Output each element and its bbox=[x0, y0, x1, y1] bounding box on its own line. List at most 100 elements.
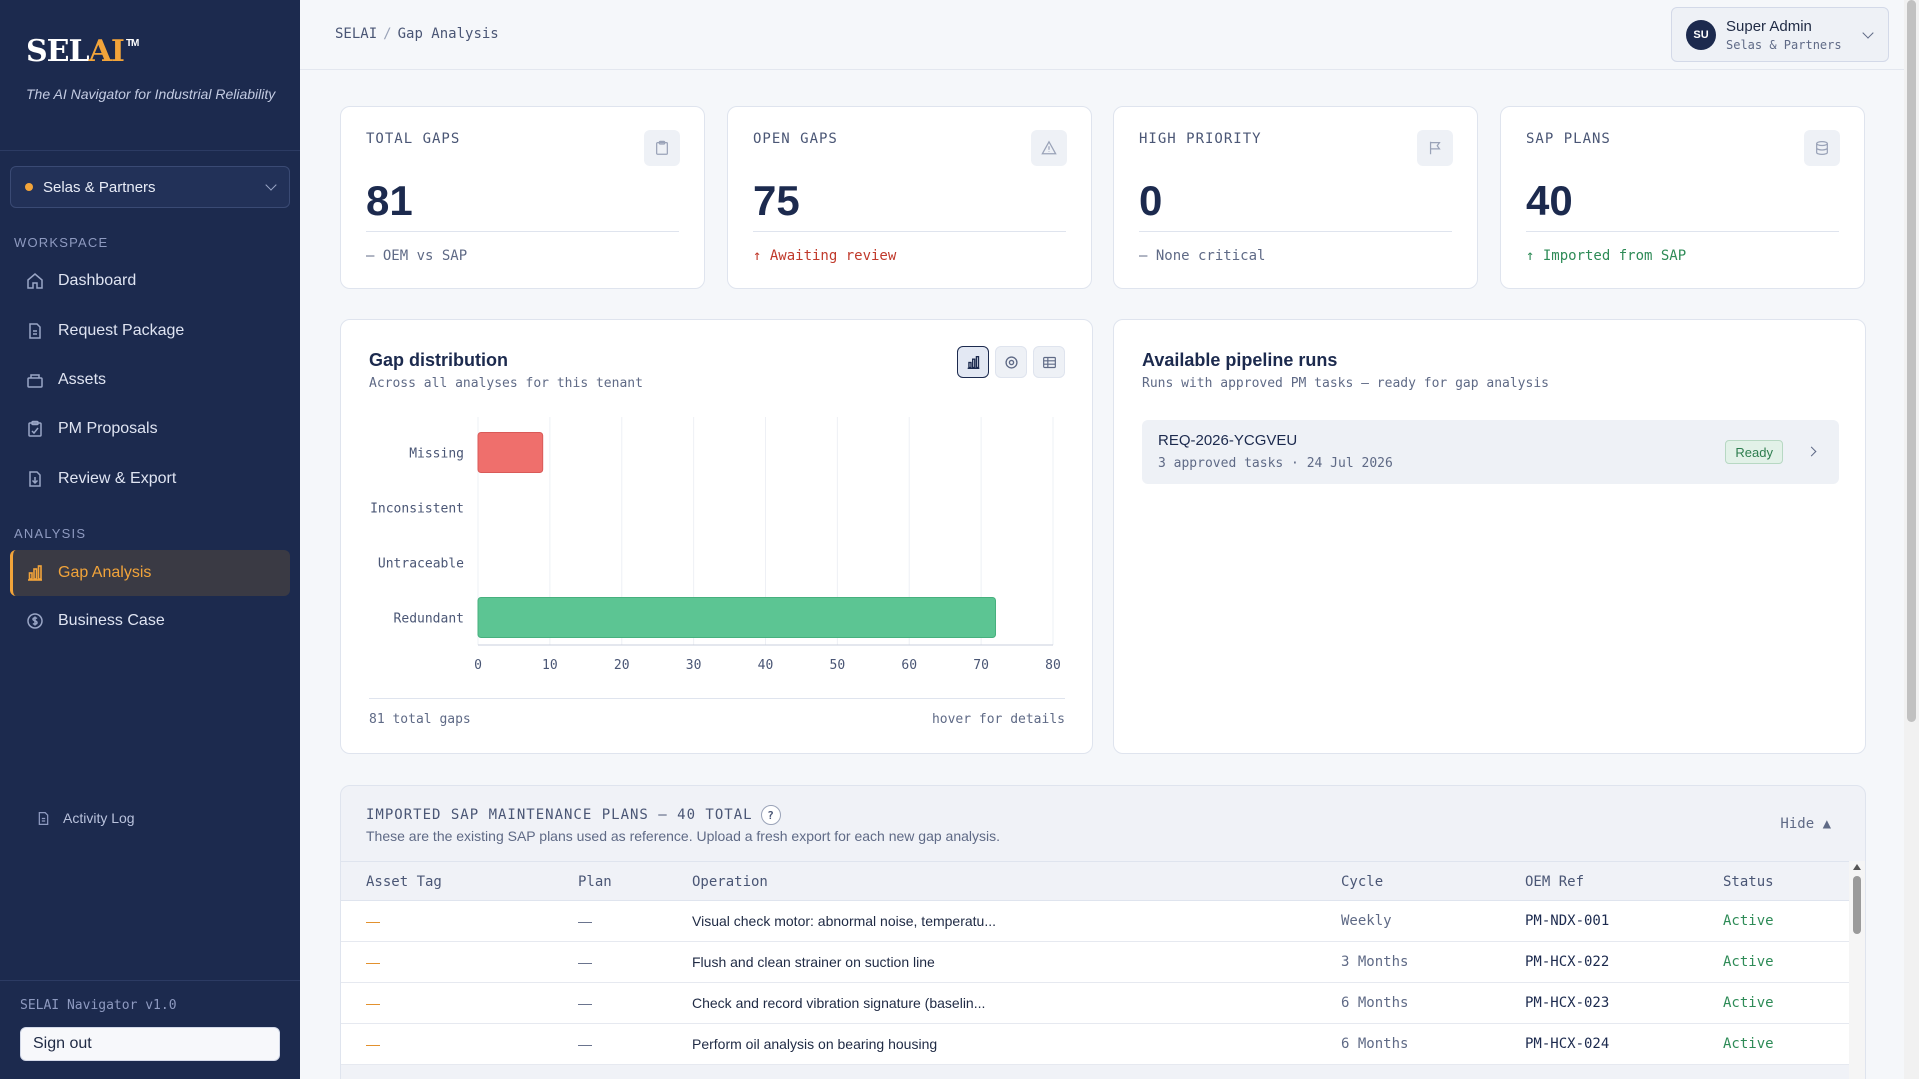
table-scrollbar[interactable] bbox=[1849, 861, 1865, 1079]
chevron-down-icon bbox=[265, 179, 277, 191]
sidebar-item-dashboard[interactable]: Dashboard bbox=[10, 258, 290, 304]
stat-subtext: — OEM vs SAP bbox=[366, 248, 468, 264]
table-row[interactable]: — — Visual check motor: abnormal noise, … bbox=[341, 901, 1851, 942]
sign-out-button[interactable]: Sign out bbox=[20, 1027, 280, 1061]
breadcrumb-separator: / bbox=[383, 26, 392, 42]
flag-icon bbox=[1417, 130, 1453, 166]
database-icon bbox=[1804, 130, 1840, 166]
x-tick-label: 30 bbox=[686, 658, 702, 673]
breadcrumb-current: Gap Analysis bbox=[397, 26, 499, 42]
cell-status: Active bbox=[1723, 1036, 1774, 1052]
user-name: Super Admin bbox=[1726, 17, 1812, 35]
cell-asset-tag: — bbox=[366, 954, 380, 970]
workspace-section-label: WORKSPACE bbox=[14, 235, 109, 250]
sidebar-item-label: Gap Analysis bbox=[58, 564, 152, 581]
sidebar-divider bbox=[0, 150, 300, 151]
table-scroll-thumb[interactable] bbox=[1853, 876, 1861, 934]
status-badge: Ready bbox=[1725, 440, 1783, 464]
sidebar-item-review-export[interactable]: Review & Export bbox=[10, 456, 290, 502]
avatar: SU bbox=[1686, 19, 1716, 50]
bar-chart-icon bbox=[26, 564, 44, 582]
cell-operation: Visual check motor: abnormal noise, temp… bbox=[692, 913, 997, 929]
hide-toggle-button[interactable]: Hide ▲ bbox=[1780, 816, 1831, 832]
sidebar-item-assets[interactable]: Assets bbox=[10, 357, 290, 403]
card-subtitle: Across all analyses for this tenant bbox=[369, 376, 643, 391]
x-tick-label: 10 bbox=[542, 658, 558, 673]
stat-divider bbox=[753, 231, 1066, 232]
pipeline-run-row[interactable]: REQ-2026-YCGVEU 3 approved tasks · 24 Ju… bbox=[1142, 420, 1839, 484]
run-meta: 3 approved tasks · 24 Jul 2026 bbox=[1158, 456, 1393, 471]
stat-label: SAP PLANS bbox=[1526, 131, 1611, 147]
sidebar-item-business-case[interactable]: Business Case bbox=[10, 598, 290, 644]
stat-subtext: ↑ Awaiting review bbox=[753, 248, 897, 264]
stat-value: 40 bbox=[1526, 177, 1573, 224]
dollar-icon bbox=[26, 612, 44, 630]
sidebar-item-label: Dashboard bbox=[58, 272, 137, 289]
stat-card-open-gaps: OPEN GAPS 75 ↑ Awaiting review bbox=[727, 106, 1092, 289]
user-menu[interactable]: SU Super Admin Selas & Partners bbox=[1671, 7, 1889, 62]
stat-card-sap-plans: SAP PLANS 40 ↑ Imported from SAP bbox=[1500, 106, 1865, 289]
cell-cycle: Weekly bbox=[1341, 913, 1392, 929]
chevron-right-icon bbox=[1806, 446, 1817, 457]
cell-cycle: 6 Months bbox=[1341, 995, 1409, 1011]
sap-plans-subtitle: These are the existing SAP plans used as… bbox=[366, 828, 1000, 844]
cell-oem-ref: PM-HCX-024 bbox=[1525, 1036, 1610, 1052]
brand-logo[interactable]: SELAI TM bbox=[26, 34, 139, 69]
bar-redundant bbox=[477, 597, 996, 638]
column-header-oem-ref[interactable]: OEM Ref bbox=[1525, 874, 1585, 890]
sidebar-item-gap-analysis[interactable]: Gap Analysis bbox=[10, 550, 290, 596]
bar-view-button[interactable] bbox=[957, 346, 989, 378]
stat-subtext: ↑ Imported from SAP bbox=[1526, 248, 1687, 264]
analysis-section-label: ANALYSIS bbox=[14, 526, 87, 541]
x-tick-label: 50 bbox=[830, 658, 846, 673]
bar-missing bbox=[477, 432, 544, 473]
stat-card-high-priority: HIGH PRIORITY 0 — None critical bbox=[1113, 106, 1478, 289]
table-header: Asset Tag Plan Operation Cycle OEM Ref S… bbox=[341, 861, 1851, 901]
sidebar: SELAI TM The AI Navigator for Industrial … bbox=[0, 0, 300, 1079]
x-tick-label: 0 bbox=[474, 658, 482, 673]
cell-asset-tag: — bbox=[366, 913, 380, 929]
file-icon bbox=[36, 811, 51, 826]
file-icon bbox=[26, 322, 44, 340]
cell-operation: Flush and clean strainer on suction line bbox=[692, 954, 935, 970]
column-header-status[interactable]: Status bbox=[1723, 874, 1774, 890]
sidebar-item-label: Review & Export bbox=[58, 470, 177, 487]
table-row[interactable]: — — Perform oil analysis on bearing hous… bbox=[341, 1024, 1851, 1065]
breadcrumb: SELAI / Gap Analysis bbox=[335, 26, 499, 42]
table-row[interactable]: — — Flush and clean strainer on suction … bbox=[341, 942, 1851, 983]
sidebar-item-request-package[interactable]: Request Package bbox=[10, 308, 290, 354]
column-header-plan[interactable]: Plan bbox=[578, 874, 612, 890]
x-tick-label: 40 bbox=[758, 658, 774, 673]
column-header-operation[interactable]: Operation bbox=[692, 874, 768, 890]
column-header-asset-tag[interactable]: Asset Tag bbox=[366, 874, 442, 890]
table-view-button[interactable] bbox=[1033, 346, 1065, 378]
column-header-cycle[interactable]: Cycle bbox=[1341, 874, 1384, 890]
sap-plans-title-text: IMPORTED SAP MAINTENANCE PLANS — 40 TOTA… bbox=[366, 807, 753, 823]
stat-card-total-gaps: TOTAL GAPS 81 — OEM vs SAP bbox=[340, 106, 705, 289]
stat-subtext: — None critical bbox=[1139, 248, 1266, 264]
bar-chart-icon bbox=[966, 355, 981, 370]
card-title: Gap distribution bbox=[369, 350, 508, 370]
cell-plan: — bbox=[578, 1036, 592, 1052]
scroll-up-icon[interactable] bbox=[1853, 864, 1861, 870]
help-icon[interactable]: ? bbox=[760, 805, 781, 825]
donut-view-button[interactable] bbox=[995, 346, 1027, 378]
cell-plan: — bbox=[578, 995, 592, 1011]
page-scrollbar[interactable] bbox=[1904, 0, 1919, 1079]
tenant-status-dot bbox=[25, 183, 33, 191]
card-subtitle: Runs with approved PM tasks — ready for … bbox=[1142, 376, 1549, 391]
tenant-selector[interactable]: Selas & Partners bbox=[10, 166, 290, 208]
breadcrumb-root[interactable]: SELAI bbox=[335, 26, 378, 42]
chart-total-label: 81 total gaps bbox=[369, 712, 471, 727]
stat-divider bbox=[366, 231, 679, 232]
stat-value: 81 bbox=[366, 177, 413, 224]
cell-plan: — bbox=[578, 913, 592, 929]
page-scroll-thumb[interactable] bbox=[1907, 0, 1916, 722]
sidebar-item-pm-proposals[interactable]: PM Proposals bbox=[10, 406, 290, 452]
tenant-name: Selas & Partners bbox=[43, 178, 156, 196]
cell-oem-ref: PM-HCX-023 bbox=[1525, 995, 1610, 1011]
activity-log-link[interactable]: Activity Log bbox=[36, 810, 135, 826]
table-row[interactable]: — — Check and record vibration signature… bbox=[341, 983, 1851, 1024]
app-version: SELAI Navigator v1.0 bbox=[20, 998, 177, 1013]
cell-status: Active bbox=[1723, 954, 1774, 970]
